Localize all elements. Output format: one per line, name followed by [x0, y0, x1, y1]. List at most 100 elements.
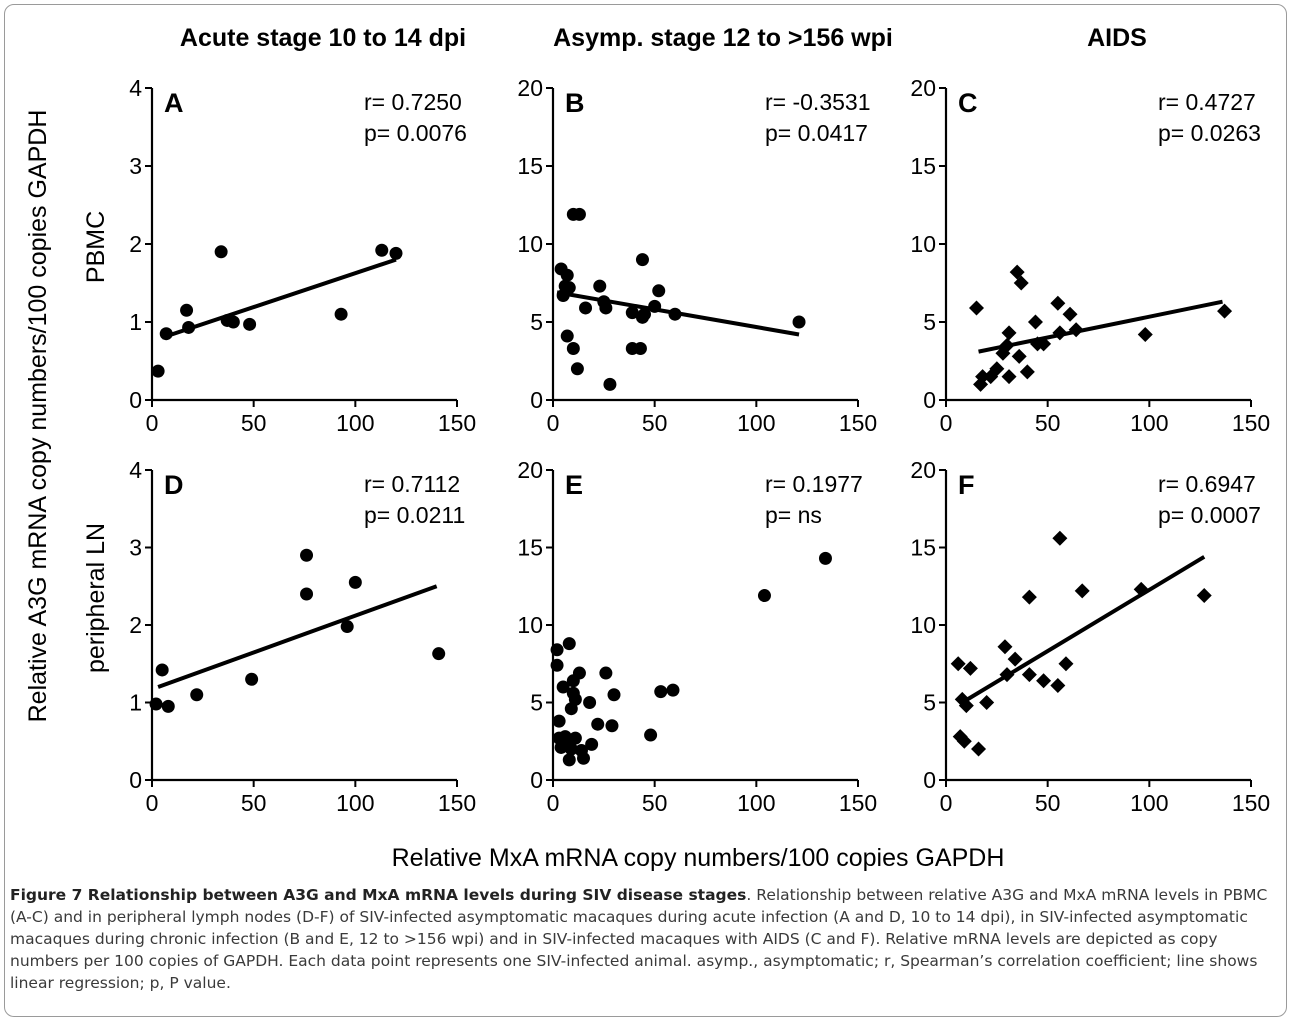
y-tick-label-d: 3	[129, 535, 142, 561]
data-point-a	[226, 315, 240, 329]
y-tick-label-d: 4	[129, 457, 142, 483]
data-point-b	[593, 279, 607, 293]
regression-line-c	[978, 299, 1223, 354]
x-tick-label-f: 50	[1035, 790, 1061, 816]
panel-letter-a: A	[164, 88, 184, 118]
x-tick-label-c: 0	[940, 410, 953, 436]
data-point-d	[340, 620, 354, 634]
regression-line-d	[157, 584, 438, 689]
data-point-a	[214, 245, 228, 259]
data-point-e	[599, 666, 613, 680]
data-point-c	[1027, 314, 1043, 330]
data-point-a	[151, 364, 165, 378]
y-tick-label-e: 15	[517, 535, 543, 561]
data-point-f	[1074, 583, 1090, 599]
x-tick-label-b: 50	[642, 410, 668, 436]
x-tick-label-d: 100	[336, 790, 374, 816]
x-tick-label-a: 0	[146, 410, 159, 436]
caption-title: Figure 7 Relationship between A3G and Mx…	[10, 886, 747, 904]
data-point-d	[155, 663, 169, 677]
y-tick-label-d: 2	[129, 612, 142, 638]
data-point-d	[300, 587, 314, 601]
data-point-e	[562, 637, 576, 651]
stat-label-a: p= 0.0076	[364, 120, 467, 146]
data-point-c	[1013, 275, 1029, 291]
y-tick-label-e: 5	[530, 690, 543, 716]
data-point-b	[566, 342, 580, 356]
data-point-d	[348, 575, 362, 589]
data-point-c	[1036, 336, 1052, 352]
y-tick-label-f: 15	[910, 535, 936, 561]
y-tick-label-b: 15	[517, 153, 543, 179]
panel-a: 0 1 2 3 4 0 50 100 150 A r= 0.7250 p= 0.0076	[129, 75, 476, 436]
regression-line-f	[961, 555, 1206, 705]
x-tick-label-d: 0	[146, 790, 159, 816]
x-tick-label-a: 150	[438, 410, 476, 436]
data-point-e	[556, 680, 570, 694]
data-point-e	[666, 683, 680, 697]
regression-line-a	[161, 257, 397, 340]
data-point-b	[603, 377, 617, 391]
data-point-a	[182, 320, 196, 334]
data-point-f	[1036, 673, 1052, 689]
data-point-f	[958, 698, 974, 714]
x-tick-label-f: 0	[940, 790, 953, 816]
y-axis-label: Relative A3G mRNA copy numbers/100 copie…	[24, 110, 52, 723]
data-point-a	[375, 243, 389, 257]
data-point-e	[568, 731, 582, 745]
y-tick-label-b: 20	[517, 75, 543, 101]
data-point-e	[591, 717, 605, 731]
row-label-peripheral-ln: peripheral LN	[82, 523, 110, 673]
stat-label-e: p= ns	[765, 502, 822, 528]
stat-label-b: r= -0.3531	[765, 89, 871, 115]
data-point-f	[971, 741, 987, 757]
x-tick-label-e: 100	[737, 790, 775, 816]
data-point-b	[668, 307, 682, 321]
data-point-d	[149, 697, 163, 711]
x-tick-label-f: 100	[1130, 790, 1168, 816]
panel-letter-c: C	[958, 88, 978, 118]
data-point-b	[625, 306, 639, 320]
stat-label-d: p= 0.0211	[364, 502, 465, 528]
data-point-a	[389, 246, 403, 260]
y-tick-label-d: 0	[129, 767, 142, 793]
x-tick-label-b: 150	[839, 410, 877, 436]
x-tick-label-f: 150	[1232, 790, 1270, 816]
data-point-a	[334, 307, 348, 321]
data-point-b	[635, 253, 649, 267]
panel-f: 0 5 10 15 20 0 50 100 150 F r= 0.6947 p= 0.0007	[910, 457, 1270, 816]
panel-letter-d: D	[164, 470, 184, 500]
x-tick-label-e: 50	[642, 790, 668, 816]
column-header-asymp: Asymp. stage 12 to >156 wpi	[553, 24, 893, 52]
data-point-e	[607, 688, 621, 702]
column-header-aids: AIDS	[1087, 24, 1147, 52]
data-point-e	[550, 643, 564, 657]
y-tick-label-a: 0	[129, 387, 142, 413]
x-axis-label: Relative MxA mRNA copy numbers/100 copie…	[392, 844, 1005, 872]
stat-label-d: r= 0.7112	[364, 471, 460, 497]
y-tick-label-e: 10	[517, 612, 543, 638]
data-point-c	[1050, 295, 1066, 311]
data-point-b	[599, 301, 613, 315]
panel-e: 0 5 10 15 20 0 50 100 150 E r= 0.1977 p= ns	[517, 457, 877, 816]
y-tick-label-c: 20	[910, 75, 936, 101]
data-point-c	[975, 369, 991, 385]
x-tick-label-d: 50	[241, 790, 267, 816]
x-tick-label-d: 150	[438, 790, 476, 816]
data-point-c	[1001, 325, 1017, 341]
x-tick-label-b: 100	[737, 410, 775, 436]
stat-label-a: r= 0.7250	[364, 89, 462, 115]
x-tick-label-e: 150	[839, 790, 877, 816]
data-point-f	[1021, 589, 1037, 605]
data-point-e	[577, 751, 590, 765]
y-tick-label-b: 10	[517, 231, 543, 257]
data-point-c	[999, 337, 1015, 353]
data-point-f	[1133, 581, 1149, 597]
y-tick-label-b: 5	[530, 309, 543, 335]
data-point-b	[560, 268, 574, 282]
data-point-e	[572, 666, 586, 680]
data-point-d	[245, 672, 259, 686]
data-point-b	[648, 299, 662, 313]
panel-b: 0 5 10 15 20 0 50 100 150 B r= -0.3531 p= 0.0417	[517, 75, 877, 436]
